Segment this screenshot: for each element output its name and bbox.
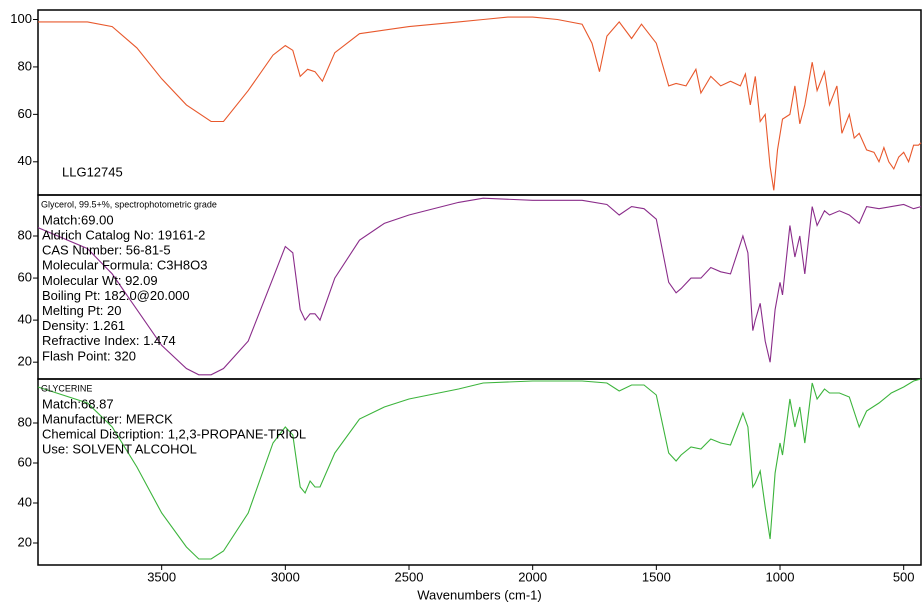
y-tick-label: 80 bbox=[18, 414, 32, 429]
x-tick-label: 3500 bbox=[147, 569, 176, 584]
annotation: Melting Pt: 20 bbox=[42, 303, 122, 318]
y-tick-label: 40 bbox=[18, 312, 32, 327]
spectrum-line bbox=[37, 197, 922, 376]
y-tick-label: 60 bbox=[18, 106, 32, 121]
annotation: Molecular Wt: 92.09 bbox=[42, 273, 158, 288]
spectrum-line bbox=[37, 378, 922, 560]
y-tick-label: 80 bbox=[18, 227, 32, 242]
y-tick-label: 60 bbox=[18, 454, 32, 469]
y-tick-label: 40 bbox=[18, 153, 32, 168]
annotation: Boiling Pt: 182.0@20.000 bbox=[42, 288, 190, 303]
panel-frame bbox=[37, 378, 922, 566]
annotation: Flash Point: 320 bbox=[42, 348, 136, 363]
panel-title: LLG12745 bbox=[62, 164, 123, 179]
annotation: Use: SOLVENT ALCOHOL bbox=[42, 442, 197, 457]
panel-title: GLYCERINE bbox=[41, 383, 92, 393]
annotation: Match:68.87 bbox=[42, 396, 114, 411]
x-tick-label: 3000 bbox=[271, 569, 300, 584]
panel-frame bbox=[37, 9, 922, 196]
annotation: Chemical Discription: 1,2,3-PROPANE-TRIO… bbox=[42, 427, 306, 442]
annotation: Molecular Formula: C3H8O3 bbox=[42, 258, 207, 273]
x-tick-label: 1000 bbox=[766, 569, 795, 584]
y-tick-label: 20 bbox=[18, 534, 32, 549]
annotation: Density: 1.261 bbox=[42, 318, 125, 333]
spectrum-line bbox=[38, 16, 922, 191]
x-tick-label: 2500 bbox=[395, 569, 424, 584]
y-tick-label: 20 bbox=[18, 354, 32, 369]
y-tick-label: 60 bbox=[18, 270, 32, 285]
x-tick-label: 500 bbox=[893, 569, 915, 584]
annotation: CAS Number: 56-81-5 bbox=[42, 243, 171, 258]
annotation: Manufacturer: MERCK bbox=[42, 412, 173, 427]
x-tick-label: 1500 bbox=[642, 569, 671, 584]
annotation: Refractive Index: 1.474 bbox=[42, 333, 176, 348]
x-axis-label: Wavenumbers (cm-1) bbox=[417, 587, 541, 602]
y-tick-label: 80 bbox=[18, 58, 32, 73]
annotation: Match:69.00 bbox=[42, 212, 114, 227]
y-tick-label: 40 bbox=[18, 494, 32, 509]
y-tick-label: 100 bbox=[10, 11, 32, 26]
x-tick-label: 2000 bbox=[518, 569, 547, 584]
panel-title: Glycerol, 99.5+%, spectrophotometric gra… bbox=[41, 199, 217, 209]
annotation: Aldrich Catalog No: 19161-2 bbox=[42, 228, 205, 243]
